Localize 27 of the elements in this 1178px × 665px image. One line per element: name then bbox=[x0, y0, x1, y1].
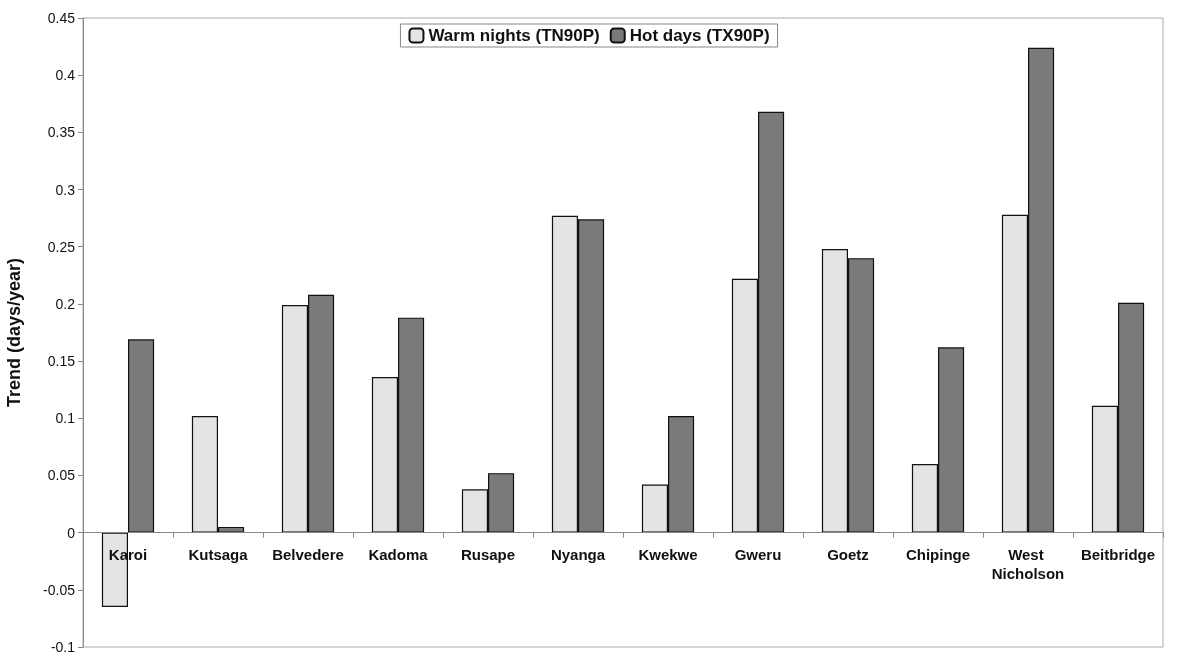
y-tick-label: 0.2 bbox=[55, 295, 76, 312]
x-tick-label: Chipinge bbox=[905, 545, 971, 563]
y-tick-label: 0.25 bbox=[47, 238, 76, 255]
x-tick-label: Kutsaga bbox=[188, 545, 249, 563]
y-tick-label: 0.35 bbox=[47, 124, 76, 141]
y-tick-label: 0.1 bbox=[55, 410, 76, 427]
y-tick-label: 0 bbox=[67, 524, 76, 541]
bar bbox=[128, 339, 155, 533]
y-tick-label: -0.1 bbox=[50, 639, 76, 655]
y-tick-label: 0.3 bbox=[55, 181, 76, 198]
y-tick-label: 0.45 bbox=[47, 10, 76, 26]
y-tick-label: 0.05 bbox=[47, 467, 76, 484]
y-tick-label: 0.15 bbox=[47, 353, 76, 370]
y-axis-title: Trend (days/year) bbox=[4, 257, 24, 408]
y-tick-label: 0.4 bbox=[55, 67, 76, 84]
x-tick-label: Goetz bbox=[827, 545, 869, 563]
x-tick-label: Beitbridge bbox=[1080, 545, 1156, 563]
x-tick-label: West Nicholson bbox=[991, 545, 1065, 582]
x-tick-label: Kadoma bbox=[368, 545, 429, 563]
y-tick-label: -0.05 bbox=[43, 581, 76, 598]
legend-label: Hot days (TX90P) bbox=[629, 26, 770, 45]
x-tick-label: Gweru bbox=[734, 545, 782, 563]
x-tick-label: Rusape bbox=[460, 545, 516, 563]
x-tick-label: Nyanga bbox=[550, 545, 606, 563]
legend-label: Warm nights (TN90P) bbox=[428, 26, 600, 45]
x-tick-label: Kwekwe bbox=[638, 545, 698, 563]
x-tick-label: Belvedere bbox=[272, 545, 344, 563]
